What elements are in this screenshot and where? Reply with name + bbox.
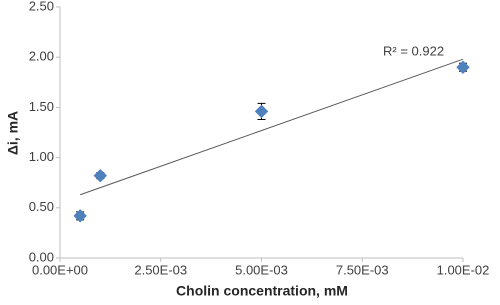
x-tick-label: 2.50E-03 <box>134 262 187 277</box>
y-tick-label: 2.50 <box>29 0 54 13</box>
point <box>254 104 269 119</box>
x-axis-title: Cholin concentration, mM <box>176 283 348 299</box>
point <box>73 209 87 223</box>
x-tick-label: 7.50E-03 <box>336 262 389 277</box>
x-tick-label: 1.00E-02 <box>437 262 490 277</box>
point <box>456 60 470 74</box>
annotation: R² = 0.922 <box>383 44 444 59</box>
y-tick-label: 0.00 <box>29 249 54 264</box>
y-tick-label: 2.00 <box>29 49 54 64</box>
y-tick-label: 1.50 <box>29 99 54 114</box>
y-axis-title: Δi, mA <box>5 111 21 155</box>
trendline <box>79 58 464 196</box>
x-tick-label: 0.00E+00 <box>32 262 88 277</box>
point <box>93 168 108 183</box>
x-tick-label: 5.00E-03 <box>235 262 288 277</box>
y-tick-label: 0.50 <box>29 199 54 214</box>
y-tick-label: 1.00 <box>29 149 54 164</box>
